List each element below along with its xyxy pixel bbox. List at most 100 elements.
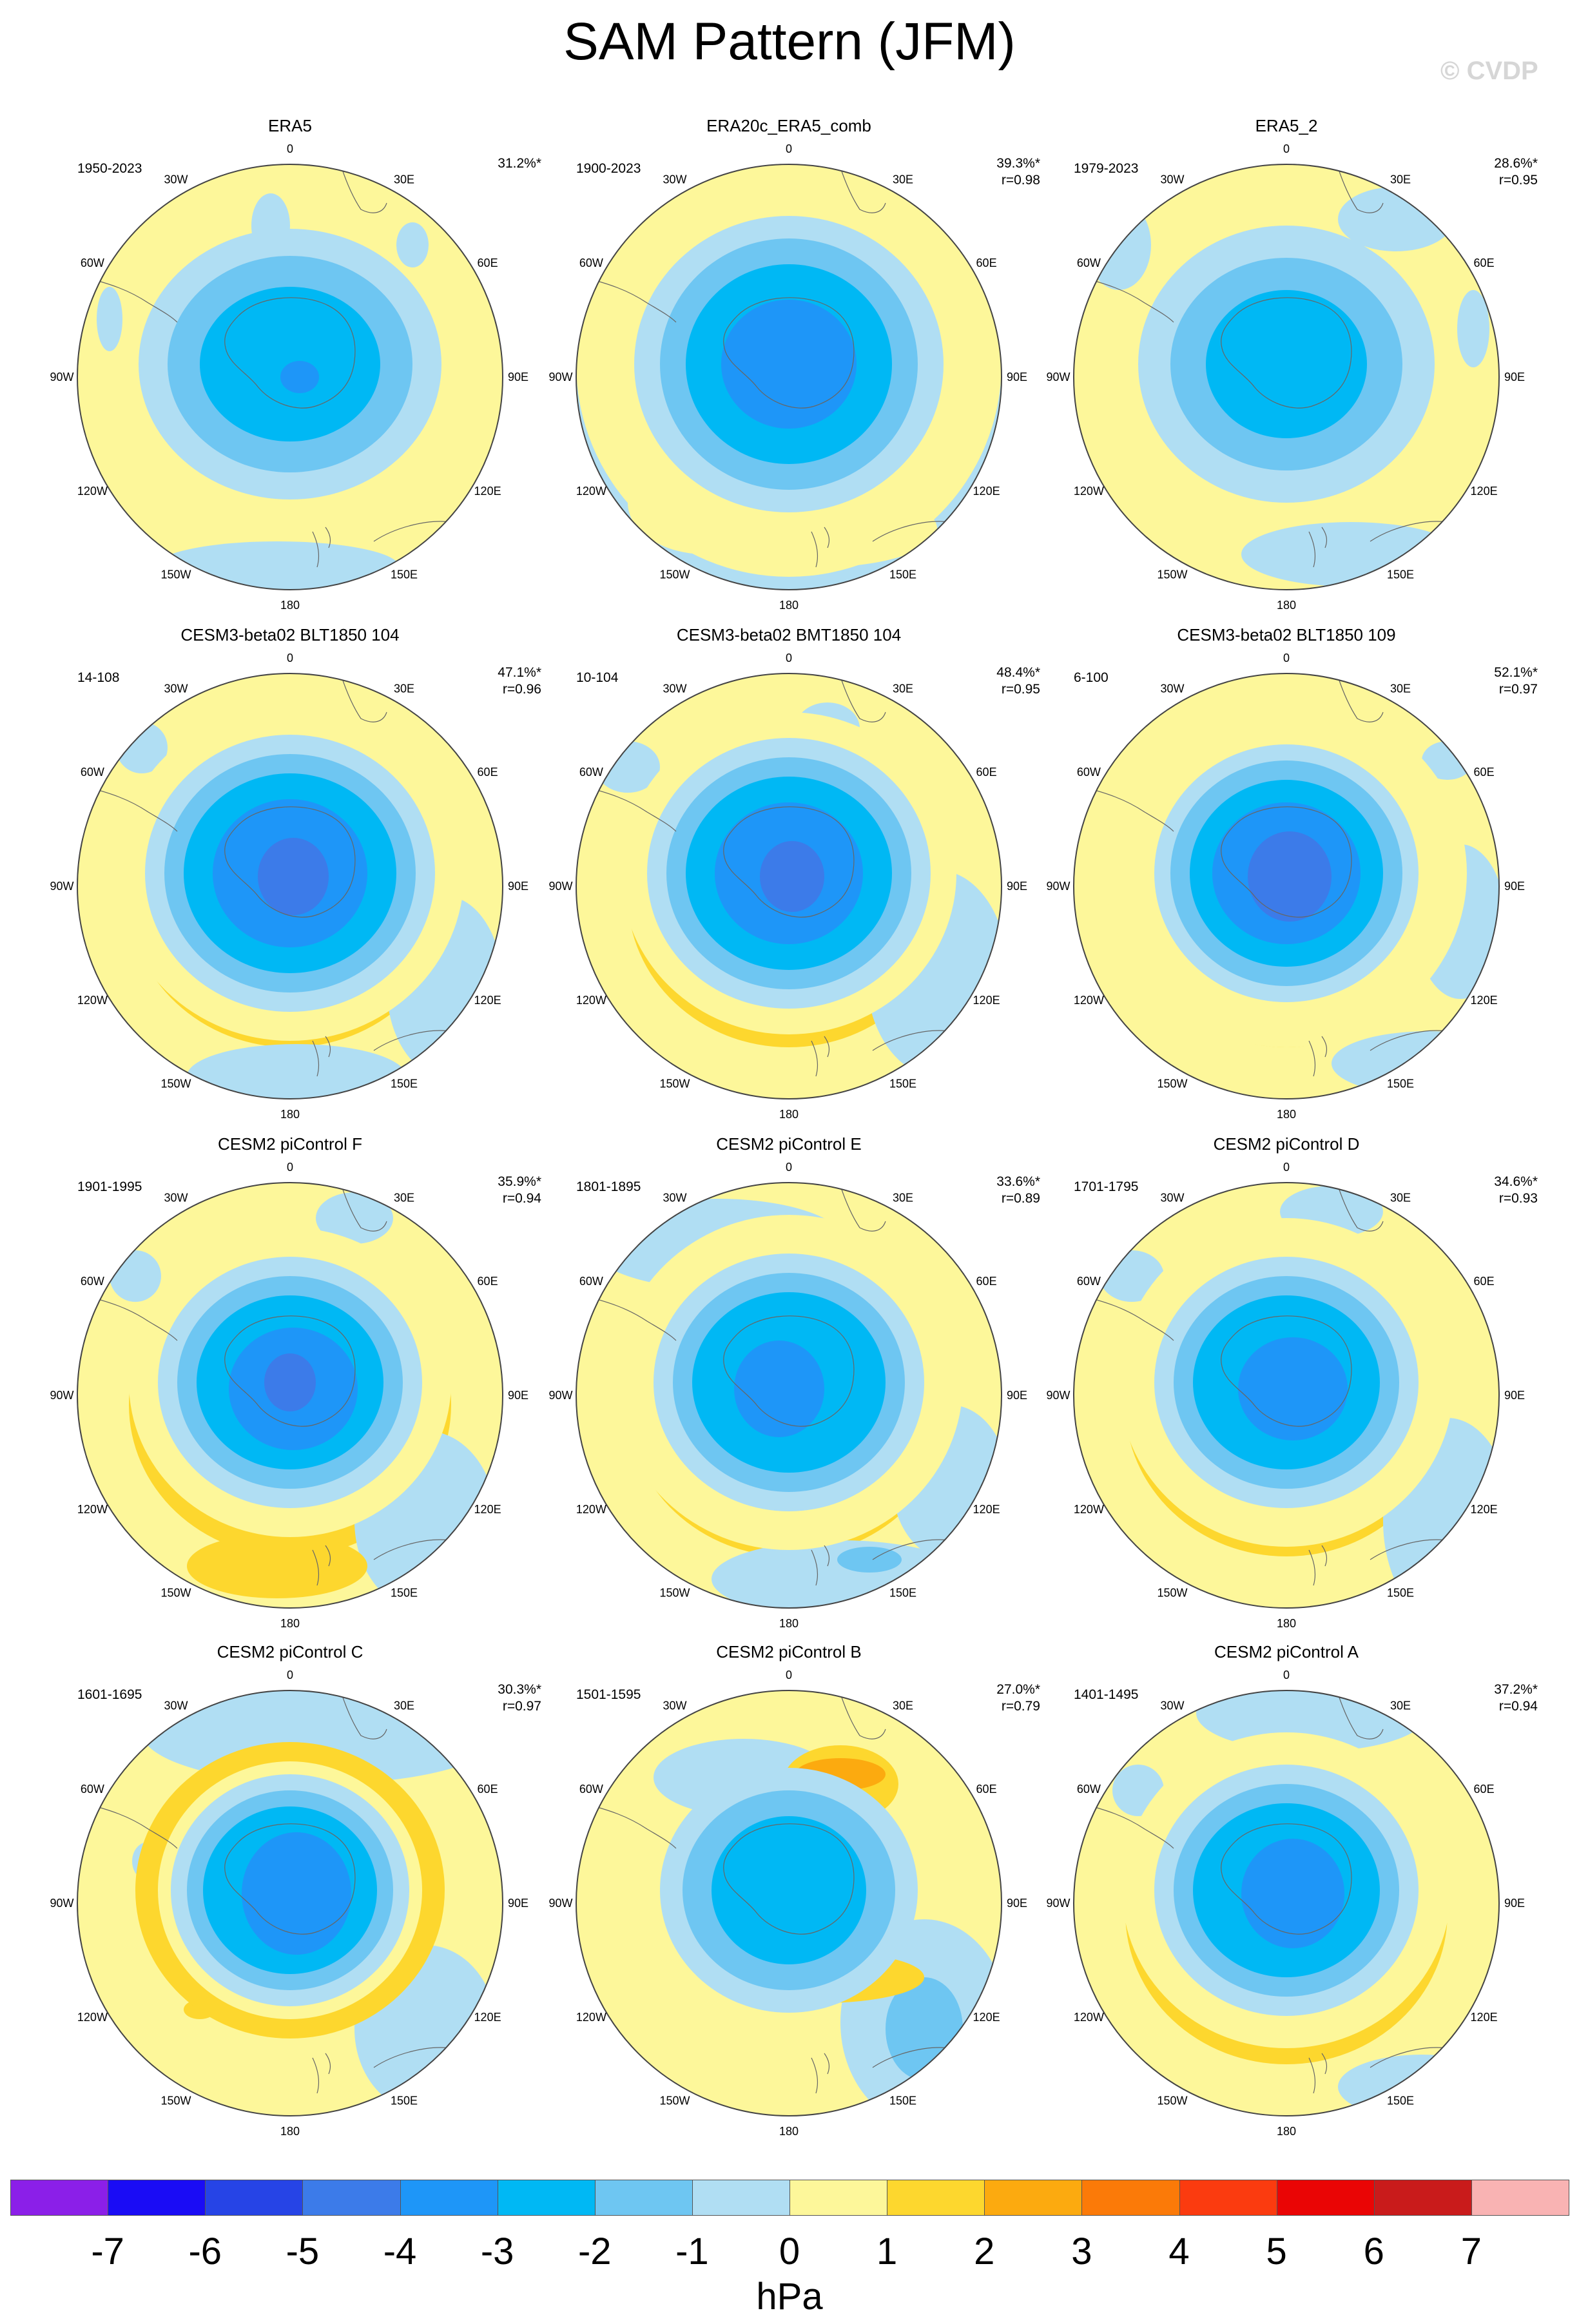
colorbar-swatch [1471,2180,1569,2216]
contour-blob [837,1547,902,1573]
longitude-label: 180 [280,1108,300,1121]
longitude-label: 0 [287,1161,293,1174]
colorbar-swatch [497,2180,596,2216]
longitude-label: 150W [1157,1587,1187,1600]
map-border [77,673,503,1099]
longitude-label: 150W [1157,568,1187,581]
panel-title: ERA5 [268,116,312,135]
longitude-label: 120E [474,994,501,1007]
longitude-label: 150W [160,1587,191,1600]
colorbar-swatch [1179,2180,1277,2216]
longitude-label: 60E [976,1275,997,1288]
colorbar-tick-label: -2 [577,2231,612,2272]
longitude-label: 180 [779,2125,799,2138]
map-panel: CESM2 piControl D 1701-1795 34.6%* r=0.93 0 3… [1035,1134,1538,1643]
longitude-label: 30E [1390,682,1411,695]
longitude-label: 120W [77,1503,108,1516]
longitude-label: 90E [1504,880,1525,893]
correlation-label: r=0.79 [1001,1699,1040,1714]
longitude-label: 90W [548,371,572,383]
polar-map: 0 30E 60E 90E 120E 150E 180 150W 120W 90W 60W 30W [50,142,528,612]
contour-band [1241,1839,1344,1948]
period-label: 1900-2023 [576,161,641,176]
longitude-label: 60E [976,766,997,779]
colorbar-swatch [302,2180,401,2216]
longitude-label: 90W [1046,880,1070,893]
map-panel: ERA20c_ERA5_comb 1900-2023 39.3%* r=0.98 0 30… [538,116,1040,625]
longitude-label: 120W [576,485,606,498]
longitude-label: 90W [548,1897,572,1910]
correlation-label: r=0.95 [1001,682,1040,697]
variance-label: 48.4%* [996,665,1040,680]
antarctica-coastline [723,1315,855,1427]
longitude-label: 30E [1390,1191,1411,1204]
colorbar-swatch [984,2180,1083,2216]
polar-map: 0 30E 60E 90E 120E 150E 180 150W 120W 90W 60W 30W [50,652,528,1121]
longitude-label: 150W [659,568,690,581]
coastline [83,1295,178,1341]
longitude-label: 180 [280,599,300,612]
contour-blob [396,222,429,267]
longitude-label: 150W [659,2095,690,2107]
coastline [582,276,677,323]
period-label: 1401-1495 [1074,1687,1139,1702]
longitude-label: 150W [1157,2095,1187,2107]
longitude-label: 120W [1074,1503,1104,1516]
longitude-label: 0 [786,652,792,664]
longitude-label: 180 [280,1617,300,1630]
contour-band [280,361,319,393]
longitude-label: 60E [1474,257,1495,269]
longitude-label: 150E [889,2095,916,2107]
polar-map: 0 30E 60E 90E 120E 150E 180 150W 120W 90W 60W 30W [1046,142,1525,612]
polar-map: 0 30E 60E 90E 120E 150E 180 150W 120W 90W 60W 30W [50,1161,528,1630]
polar-map: 0 30E 60E 90E 120E 150E 180 150W 120W 90W 60W 30W [1046,652,1525,1121]
longitude-label: 120E [973,485,1000,498]
coastline [1080,276,1174,323]
longitude-label: 30E [893,1191,913,1204]
longitude-label: 120E [1471,2011,1498,2024]
variance-label: 28.6%* [1494,156,1538,171]
longitude-label: 60W [1077,257,1101,269]
longitude-label: 90E [1007,1897,1027,1910]
correlation-label: r=0.98 [1001,173,1040,188]
colorbar-tick-label: 1 [876,2231,898,2272]
longitude-label: 0 [786,1669,792,1681]
longitude-label: 180 [280,2125,300,2138]
contour-band [734,1341,824,1437]
colorbar-swatch [594,2180,693,2216]
longitude-label: 120E [474,2011,501,2024]
longitude-label: 30E [394,1191,414,1204]
longitude-label: 150E [1387,1587,1414,1600]
longitude-label: 30E [893,1699,913,1712]
period-label: 1501-1595 [576,1687,641,1702]
coastline [341,676,387,722]
contour-blob [1457,290,1489,367]
map-border [77,1690,503,2116]
coastline [811,2053,830,2094]
panel-title: CESM2 piControl D [1213,1134,1360,1154]
longitude-label: 90E [508,1389,528,1402]
longitude-label: 60W [579,1783,603,1796]
longitude-label: 60E [1474,766,1495,779]
map-border [1073,1182,1500,1609]
coastline [1308,1036,1328,1077]
map-panel: ERA5_2 1979-2023 28.6%* r=0.95 0 30E 60E 90E 120… [1035,116,1538,625]
coastline [582,786,677,832]
variance-label: 30.3%* [498,1682,541,1697]
longitude-label: 180 [1277,599,1296,612]
antarctica-coastline [224,297,356,409]
polar-map: 0 30E 60E 90E 120E 150E 180 150W 120W 90W 60W 30W [50,1669,528,2138]
variance-label: 37.2%* [1494,1682,1538,1697]
panel-title: CESM2 piControl C [217,1642,363,1661]
coastline [840,1185,886,1232]
map-panel: CESM2 piControl F 1901-1995 35.9%* r=0.94 0 3… [39,1134,541,1643]
longitude-label: 90E [1007,880,1027,893]
longitude-label: 150W [160,2095,191,2107]
map-border [77,164,503,590]
longitude-label: 180 [779,599,799,612]
longitude-label: 60W [1077,1783,1101,1796]
longitude-label: 150E [391,2095,418,2107]
longitude-label: 150E [1387,2095,1414,2107]
antarctica-coastline [1221,806,1352,918]
period-label: 1950-2023 [77,161,142,176]
